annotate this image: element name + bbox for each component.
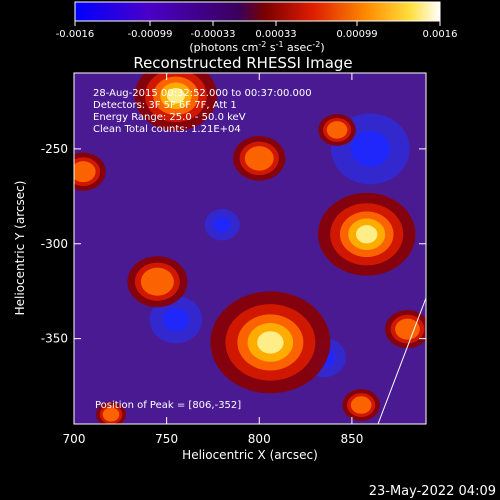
x-axis-ticks: 700 750 800 850 [63, 73, 363, 446]
heatmap-hot-spot [140, 267, 174, 296]
heatmap-cold-core [162, 307, 190, 332]
heatmap-hot-spot [326, 121, 348, 139]
y-tick-label: -250 [41, 142, 68, 156]
heatmap-hot-spot [395, 318, 420, 340]
chart-title: Reconstructed RHESSI Image [133, 54, 352, 72]
colorbar-ticks: -0.0016 -0.00099 -0.00033 0.00033 0.00099 0.0… [56, 21, 458, 40]
colorbar-tick-label: 0.00099 [336, 29, 377, 40]
x-tick-label: 850 [340, 432, 363, 446]
timestamp: 23-May-2022 04:09 [369, 484, 496, 499]
limb-line [377, 297, 426, 424]
colorbar-tick-label: 0.0016 [423, 29, 458, 40]
y-tick-label: -300 [41, 237, 68, 251]
heatmap-hot-spot [355, 225, 378, 244]
annotation-line-4: Clean Total counts: 1.21E+04 [93, 124, 241, 135]
y-axis-label: Heliocentric Y (arcsec) [13, 181, 27, 316]
heatmap-hot-spot [244, 146, 274, 171]
colorbar-unit-label: (photons cm-2 s-1 asec-2) [189, 40, 324, 54]
annotation-line-3: Energy Range: 25.0 - 50.0 keV [93, 112, 246, 123]
heatmap-hot-spot [102, 407, 120, 422]
heatmap-hot-spot [166, 88, 185, 104]
x-tick-label: 800 [248, 432, 271, 446]
heatmap-cold-core [350, 131, 391, 167]
heatmap-image [74, 73, 426, 424]
annotation-line-2: Detectors: 3F 5F 6F 7F, Att 1 [93, 100, 237, 111]
x-axis-label: Heliocentric X (arcsec) [182, 448, 318, 462]
colorbar-tick-label: -0.00099 [128, 29, 173, 40]
y-tick-label: -350 [41, 332, 68, 346]
heatmap-cold-core [213, 216, 231, 233]
y-axis-ticks: -250 -300 -350 [41, 142, 426, 346]
peak-position-label: Position of Peak = [806,-352] [95, 400, 241, 411]
heatmap-hot-spot [74, 161, 96, 183]
colorbar-tick-label: 0.00033 [255, 29, 296, 40]
plot-frame [73, 72, 427, 425]
colorbar [74, 1, 441, 22]
colorbar-tick-label: -0.0016 [56, 29, 95, 40]
x-tick-label: 750 [155, 432, 178, 446]
colorbar-tick-label: -0.00033 [191, 29, 236, 40]
heatmap-hot-spot [350, 396, 372, 414]
heatmap-hot-spot [257, 331, 284, 354]
annotation-line-1: 28-Aug-2015 00:32:52.000 to 00:37:00.000 [93, 88, 312, 99]
x-tick-label: 700 [63, 432, 86, 446]
